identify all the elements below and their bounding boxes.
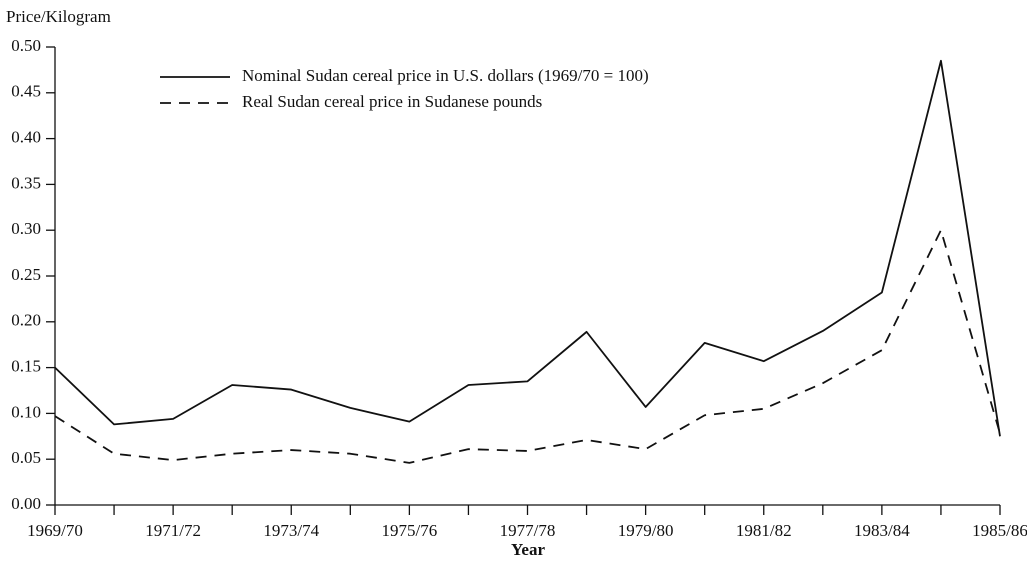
series-line xyxy=(54,59,1001,437)
series-line xyxy=(54,229,1001,464)
y-tick-label: 0.20 xyxy=(11,311,41,330)
y-tick-label: 0.40 xyxy=(11,128,41,147)
x-tick-label: 1977/78 xyxy=(500,521,556,540)
y-tick-label: 0.50 xyxy=(11,36,41,55)
x-tick-label: 1979/80 xyxy=(618,521,674,540)
x-tick-label: 1973/74 xyxy=(263,521,319,540)
y-tick-label: 0.45 xyxy=(11,82,41,101)
y-tick-label: 0.15 xyxy=(11,357,41,376)
y-tick-label: 0.30 xyxy=(11,219,41,238)
x-tick-label: 1981/82 xyxy=(736,521,792,540)
y-tick-label: 0.10 xyxy=(11,402,41,421)
x-tick-label: 1975/76 xyxy=(382,521,438,540)
x-axis-label: Year xyxy=(511,540,545,559)
y-tick-label: 0.25 xyxy=(11,265,41,284)
legend-label: Nominal Sudan cereal price in U.S. dolla… xyxy=(242,66,649,85)
y-tick-label: 0.05 xyxy=(11,448,41,467)
y-axis-label: Price/Kilogram xyxy=(6,7,111,26)
x-tick-label: 1971/72 xyxy=(145,521,201,540)
y-tick-label: 0.00 xyxy=(11,494,41,513)
x-tick-label: 1983/84 xyxy=(854,521,910,540)
x-tick-label: 1985/86 xyxy=(972,521,1027,540)
x-tick-label: 1969/70 xyxy=(27,521,83,540)
y-tick-label: 0.35 xyxy=(11,173,41,192)
legend-label: Real Sudan cereal price in Sudanese poun… xyxy=(242,92,542,111)
